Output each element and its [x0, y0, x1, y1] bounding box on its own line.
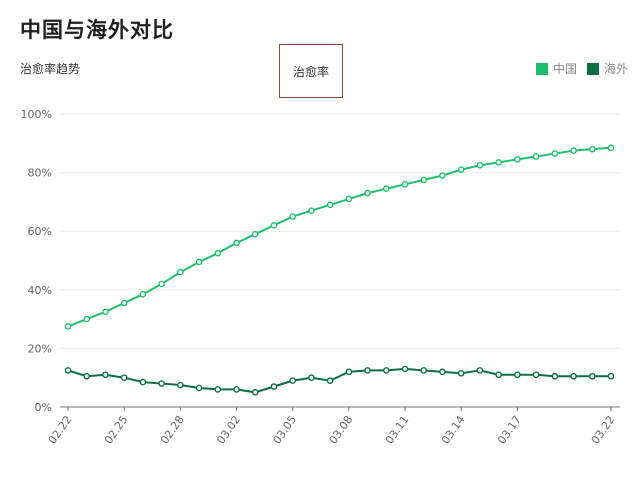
data-point-overseas [439, 368, 446, 376]
data-point-overseas [476, 367, 484, 374]
data-point-china [177, 268, 184, 276]
data-point-overseas [233, 386, 240, 393]
data-point-overseas [120, 374, 128, 382]
data-point-china [289, 213, 296, 220]
chart-title: 中国与海外对比 [20, 18, 174, 42]
data-point-overseas [588, 372, 596, 380]
y-tick-label: 20% [28, 342, 52, 355]
x-tick-label: 03.11 [383, 413, 412, 446]
data-point-overseas [83, 372, 91, 380]
x-tick-label: 03.14 [439, 413, 468, 446]
data-point-china [326, 201, 334, 209]
data-point-china [439, 172, 446, 179]
x-tick-label: 03.17 [495, 413, 524, 446]
data-point-china [270, 222, 278, 229]
data-point-china [308, 207, 315, 214]
data-point-overseas [251, 389, 259, 396]
data-point-overseas [326, 377, 334, 384]
data-point-overseas [102, 371, 109, 379]
data-point-overseas [64, 367, 72, 374]
data-point-overseas [514, 371, 521, 379]
data-point-china [476, 161, 484, 169]
data-point-overseas [457, 370, 465, 377]
legend: 中国 海外 [526, 60, 628, 77]
x-tick-label: 03.22 [589, 413, 618, 446]
y-tick-label: 40% [28, 284, 52, 297]
data-point-china [588, 145, 596, 153]
data-point-china [532, 153, 540, 160]
data-point-china [120, 299, 128, 307]
data-point-overseas [177, 381, 184, 389]
data-point-china [158, 280, 165, 288]
data-point-overseas [289, 377, 296, 384]
legend-item-overseas[interactable]: 海外 [586, 60, 628, 77]
data-point-china [102, 308, 109, 316]
data-point-overseas [364, 367, 371, 374]
data-point-overseas [551, 372, 559, 380]
data-point-china [233, 239, 240, 247]
y-tick-label: 80% [28, 167, 52, 180]
data-point-china [420, 176, 428, 184]
legend-swatch-overseas [586, 62, 599, 75]
data-point-overseas [420, 367, 428, 374]
data-point-china [345, 195, 353, 203]
x-tick-label: 03.08 [327, 413, 356, 446]
data-point-china [401, 181, 409, 188]
data-point-china [570, 147, 577, 154]
metric-tab-cure-rate[interactable]: 治愈率 [279, 44, 343, 98]
x-tick-label: 02.22 [46, 413, 75, 446]
legend-item-china[interactable]: 中国 [535, 60, 577, 77]
data-point-overseas [139, 378, 147, 386]
y-tick-label: 60% [28, 225, 52, 238]
series-line-overseas [67, 367, 611, 394]
data-point-china [495, 159, 502, 166]
data-point-china [364, 189, 371, 197]
data-point-china [383, 185, 390, 193]
data-point-china [139, 290, 147, 298]
data-point-overseas [401, 365, 409, 373]
x-tick-label: 03.02 [214, 413, 243, 446]
data-point-overseas [158, 380, 165, 387]
x-tick-label: 03.05 [270, 413, 299, 446]
data-point-china [607, 144, 615, 151]
data-point-china [64, 323, 72, 330]
data-point-overseas [383, 367, 390, 374]
legend-swatch-china [535, 62, 548, 75]
x-tick-label: 02.28 [158, 413, 187, 446]
data-point-china [214, 249, 222, 257]
data-point-overseas [495, 371, 502, 379]
legend-label-china: 中国 [552, 62, 577, 76]
data-point-overseas [532, 371, 540, 379]
data-point-china [83, 315, 91, 323]
y-tick-label: 0% [35, 401, 52, 414]
y-tick-label: 100% [21, 108, 52, 121]
data-point-overseas [570, 372, 577, 380]
series-line-china [67, 146, 612, 328]
data-point-china [251, 230, 259, 238]
chart-subtitle: 治愈率趋势 [20, 62, 81, 76]
data-point-overseas [308, 374, 315, 382]
legend-label-overseas: 海外 [603, 62, 628, 76]
data-point-overseas [270, 383, 278, 390]
data-point-china [551, 150, 559, 157]
data-point-china [457, 166, 465, 173]
data-point-china [514, 156, 521, 163]
data-point-china [195, 258, 203, 266]
data-point-overseas [345, 368, 353, 376]
data-point-overseas [214, 386, 222, 393]
data-point-overseas [195, 384, 203, 392]
x-tick-label: 02.25 [102, 413, 131, 446]
data-point-overseas [607, 372, 615, 380]
